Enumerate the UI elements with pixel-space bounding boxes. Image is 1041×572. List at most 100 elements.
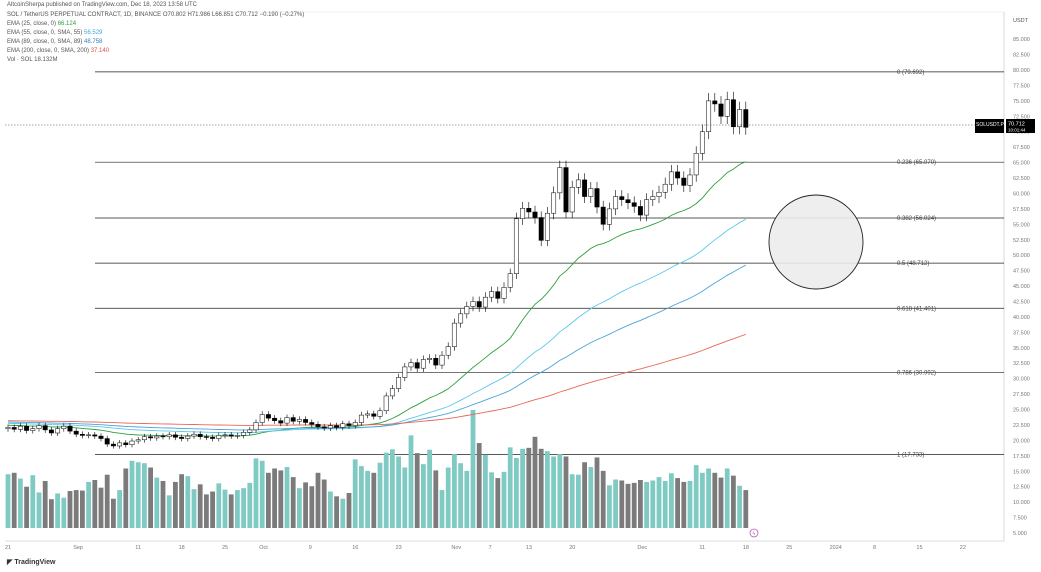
indicator-ema89[interactable]: EMA (89, close, 0, SMA, 89) 48.758	[7, 38, 102, 46]
volume-bar	[5, 474, 11, 528]
ema-55-line	[7, 218, 747, 434]
candle-down	[582, 179, 588, 197]
indicator-ema25[interactable]: EMA (25, close, 0) 66.124	[7, 20, 76, 28]
candle-down	[433, 358, 439, 366]
candle-down	[228, 434, 234, 437]
volume-bar	[619, 480, 625, 528]
candle-down	[67, 425, 73, 432]
volume-bar	[483, 454, 488, 528]
candle-up	[222, 434, 228, 436]
price-tick-label: 32.500	[1013, 361, 1030, 367]
candle-up	[650, 196, 656, 200]
candle-up	[36, 425, 42, 429]
price-axis[interactable]: 85.00082.50080.00077.50075.00072.50070.0…	[1013, 37, 1030, 537]
volume-bar	[414, 453, 420, 528]
candle-down	[371, 413, 377, 417]
time-tick-label: 18	[179, 545, 185, 551]
volume-bar	[253, 458, 259, 528]
volume-bar	[18, 478, 23, 528]
volume-bar	[687, 480, 693, 528]
highlight-circle[interactable]	[768, 194, 864, 290]
volume-bar	[340, 498, 346, 528]
volume-bar	[501, 471, 507, 528]
candle-down	[675, 171, 681, 179]
volume-bar	[433, 470, 439, 528]
time-tick-label: 9	[309, 545, 312, 551]
volume-bar	[235, 490, 240, 528]
volume-bar	[284, 467, 290, 528]
volume-bar	[644, 481, 649, 528]
volume-bar	[507, 447, 513, 528]
volume-bar	[495, 478, 501, 528]
candle-up	[520, 208, 526, 220]
time-tick-label: 21	[5, 545, 11, 551]
candle-down	[48, 429, 54, 434]
volume-bar	[712, 472, 718, 528]
indicator-ema200-value: 37.140	[90, 48, 110, 54]
fib-level-label: 0.786 (30.992)	[897, 371, 936, 377]
candle-up	[613, 196, 619, 210]
candle-up	[464, 306, 470, 315]
volume-bar	[309, 486, 315, 528]
candle-down	[272, 417, 278, 421]
candle-up	[340, 423, 346, 428]
currency-label: USDT	[1013, 18, 1029, 24]
ema-89-line	[7, 264, 747, 431]
volume-bar	[458, 463, 463, 528]
volume-bars	[5, 409, 749, 528]
volume-bar	[569, 474, 575, 528]
time-tick-label: Oct	[259, 545, 268, 551]
time-tick-label: 20	[569, 545, 575, 551]
price-tick-label: 75.000	[1013, 99, 1030, 105]
indicator-ema55[interactable]: EMA (55, close, 0, SMA, 55) 56.529	[7, 29, 102, 37]
symbol-line: SOL / TetherUS PERPETUAL CONTRACT, 1D, B…	[7, 12, 305, 18]
time-tick-label: 15	[916, 545, 922, 551]
candle-up	[551, 192, 557, 214]
volume-bar	[439, 490, 445, 528]
candle-down	[743, 109, 749, 128]
volume-bar	[743, 490, 749, 528]
volume-bar	[526, 447, 532, 528]
time-tick-label: Dec	[637, 545, 647, 551]
indicator-ema200[interactable]: EMA (200, close, 0, SMA, 200) 37.140	[7, 47, 109, 55]
volume-bar	[123, 468, 129, 528]
candle-up	[482, 296, 488, 308]
volume-bar	[638, 480, 643, 528]
candle-down	[24, 425, 30, 431]
volume-bar	[607, 485, 612, 528]
candle-down	[11, 427, 17, 430]
candle-up	[606, 208, 612, 225]
indicator-ema55-value: 56.529	[84, 30, 103, 36]
indicator-volume[interactable]: Vol · SOL 18.132M	[7, 56, 58, 64]
candle-up	[470, 301, 476, 307]
time-tick-label: 2024	[830, 545, 842, 551]
candle-up	[693, 153, 699, 176]
volume-bar	[706, 468, 711, 528]
price-tick-label: 65.000	[1013, 161, 1030, 167]
time-axis[interactable]: 21 Sep 11 18 25 Oct 9 16 23 Nov 7 13 20 Dec 11 18 25 2024…	[5, 545, 966, 551]
frame	[5, 11, 1005, 542]
time-tick-label: 16	[352, 545, 358, 551]
candle-up	[253, 422, 259, 431]
volume-bar	[724, 468, 730, 528]
fibonacci-retracement[interactable]: 0 (79.692) 0.236 (65.070) 0.382 (56.024) 0.…	[95, 70, 1004, 458]
tradingview-logo[interactable]: ◤ TradingView	[7, 558, 55, 566]
price-tick-label: 82.500	[1013, 53, 1030, 59]
candle-up	[61, 425, 67, 429]
candle-down	[495, 291, 501, 299]
candle-up	[706, 100, 712, 132]
candle-up	[247, 429, 253, 433]
candle-up	[569, 187, 575, 213]
time-tick-label: 13	[526, 545, 532, 551]
volume-bar	[61, 497, 67, 528]
volume-bar	[737, 485, 742, 528]
candle-up	[216, 435, 222, 439]
price-tick-label: 62.500	[1013, 176, 1030, 182]
candlesticks	[5, 91, 749, 449]
volume-bar	[49, 499, 54, 528]
candle-up	[557, 167, 563, 194]
candle-up	[458, 313, 464, 324]
volume-bar	[576, 474, 581, 528]
volume-indicator-icon[interactable]: ϟ	[749, 528, 759, 538]
